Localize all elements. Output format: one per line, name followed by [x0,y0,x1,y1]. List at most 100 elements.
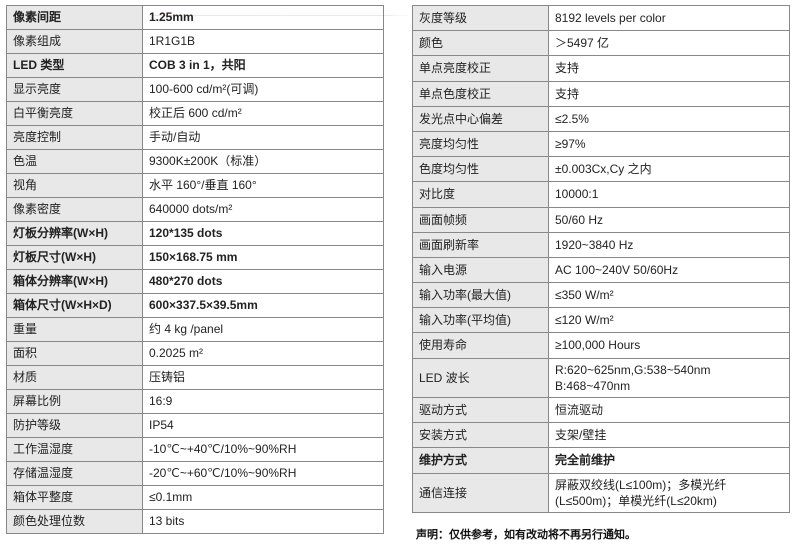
table-row: 屏幕比例16:9 [7,390,384,414]
spec-label: 视角 [7,174,143,198]
table-row: 像素间距1.25mm [7,6,384,30]
spec-label: 亮度控制 [7,126,143,150]
spec-value: 50/60 Hz [549,207,790,232]
spec-value: ≤0.1mm [143,486,384,510]
spec-label: 输入电源 [413,257,549,282]
spec-label: 安装方式 [413,423,549,448]
spec-value: 支持 [549,56,790,81]
spec-value: ≤120 W/m² [549,308,790,333]
spec-label: 像素密度 [7,198,143,222]
spec-label: 存储温湿度 [7,462,143,486]
spec-value: AC 100~240V 50/60Hz [549,257,790,282]
spec-table-left: 像素间距1.25mm像素组成1R1G1BLED 类型COB 3 in 1，共阳显… [6,5,384,534]
spec-value: R:620~625nm,G:538~540nm B:468~470nm [549,358,790,397]
spec-value: 8192 levels per color [549,6,790,31]
spec-label: 输入功率(平均值) [413,308,549,333]
spec-label: 白平衡亮度 [7,102,143,126]
table-row: 颜色处理位数13 bits [7,510,384,534]
left-table-wrap: 像素间距1.25mm像素组成1R1G1BLED 类型COB 3 in 1，共阳显… [6,5,384,534]
spec-value: IP54 [143,414,384,438]
spec-value: 120*135 dots [143,222,384,246]
spec-value: 600×337.5×39.5mm [143,294,384,318]
spec-value: 9300K±200K（标准） [143,150,384,174]
table-row: 工作温湿度-10℃~+40℃/10%~90%RH [7,438,384,462]
table-row: 箱体分辨率(W×H)480*270 dots [7,270,384,294]
table-row: 颜色＞5497 亿 [413,31,790,56]
spec-label: 颜色处理位数 [7,510,143,534]
spec-value: 约 4 kg /panel [143,318,384,342]
spec-label: 屏幕比例 [7,390,143,414]
spec-value: 480*270 dots [143,270,384,294]
spec-label: 像素间距 [7,6,143,30]
spec-label: 输入功率(最大值) [413,283,549,308]
table-row: 对比度10000:1 [413,182,790,207]
spec-label: 单点色度校正 [413,81,549,106]
table-row: 色度均匀性±0.003Cx,Cy 之内 [413,157,790,182]
table-row: 亮度控制手动/自动 [7,126,384,150]
spec-label: 灯板分辨率(W×H) [7,222,143,246]
spec-value: ≤350 W/m² [549,283,790,308]
spec-value: ≤2.5% [549,106,790,131]
spec-value: 水平 160°/垂直 160° [143,174,384,198]
table-row: 白平衡亮度校正后 600 cd/m² [7,102,384,126]
table-row: 材质压铸铝 [7,366,384,390]
table-row: 面积0.2025 m² [7,342,384,366]
spec-label: 灯板尺寸(W×H) [7,246,143,270]
spec-value: -20℃~+60℃/10%~90%RH [143,462,384,486]
disclaimer-text: 声明：仅供参考，如有改动将不再另行通知。 [416,526,636,542]
spec-label: 箱体尺寸(W×H×D) [7,294,143,318]
table-row: 安装方式支架/壁挂 [413,423,790,448]
table-row: 灯板分辨率(W×H)120*135 dots [7,222,384,246]
spec-label: 工作温湿度 [7,438,143,462]
spec-value: 屏蔽双绞线(L≤100m)；多模光纤(L≤500m)；单模光纤(L≤20km) [549,473,790,512]
table-row: 像素组成1R1G1B [7,30,384,54]
table-row: LED 类型COB 3 in 1，共阳 [7,54,384,78]
spec-value: 1920~3840 Hz [549,232,790,257]
spec-label: 像素组成 [7,30,143,54]
spec-value: 0.2025 m² [143,342,384,366]
spec-label: 灰度等级 [413,6,549,31]
spec-value: ≥97% [549,131,790,156]
table-row: 显示亮度100-600 cd/m²(可调) [7,78,384,102]
spec-value: 支持 [549,81,790,106]
spec-label: 通信连接 [413,473,549,512]
spec-label: LED 波长 [413,358,549,397]
spec-label: LED 类型 [7,54,143,78]
table-row: 灰度等级8192 levels per color [413,6,790,31]
table-row: 通信连接屏蔽双绞线(L≤100m)；多模光纤(L≤500m)；单模光纤(L≤20… [413,473,790,512]
spec-value: COB 3 in 1，共阳 [143,54,384,78]
spec-value: -10℃~+40℃/10%~90%RH [143,438,384,462]
table-row: 输入功率(平均值)≤120 W/m² [413,308,790,333]
spec-label: 驱动方式 [413,398,549,423]
spec-label: 色度均匀性 [413,157,549,182]
spec-label: 箱体平整度 [7,486,143,510]
spec-value: 手动/自动 [143,126,384,150]
table-row: 维护方式完全前维护 [413,448,790,473]
table-row: 视角水平 160°/垂直 160° [7,174,384,198]
spec-value: ≥100,000 Hours [549,333,790,358]
table-row: 箱体尺寸(W×H×D)600×337.5×39.5mm [7,294,384,318]
table-row: 像素密度640000 dots/m² [7,198,384,222]
spec-value: 1R1G1B [143,30,384,54]
table-row: 单点亮度校正支持 [413,56,790,81]
spec-label: 画面刷新率 [413,232,549,257]
spec-label: 材质 [7,366,143,390]
table-row: 存储温湿度-20℃~+60℃/10%~90%RH [7,462,384,486]
spec-value: 10000:1 [549,182,790,207]
spec-label: 色温 [7,150,143,174]
spec-value: 16:9 [143,390,384,414]
table-row: LED 波长R:620~625nm,G:538~540nm B:468~470n… [413,358,790,397]
table-row: 画面刷新率1920~3840 Hz [413,232,790,257]
table-row: 驱动方式恒流驱动 [413,398,790,423]
table-row: 防护等级IP54 [7,414,384,438]
spec-value: 校正后 600 cd/m² [143,102,384,126]
spec-value: 完全前维护 [549,448,790,473]
spec-value: 150×168.75 mm [143,246,384,270]
spec-label: 面积 [7,342,143,366]
table-row: 使用寿命≥100,000 Hours [413,333,790,358]
spec-label: 单点亮度校正 [413,56,549,81]
spec-value: 支架/壁挂 [549,423,790,448]
table-row: 箱体平整度≤0.1mm [7,486,384,510]
spec-label: 画面帧频 [413,207,549,232]
spec-label: 显示亮度 [7,78,143,102]
